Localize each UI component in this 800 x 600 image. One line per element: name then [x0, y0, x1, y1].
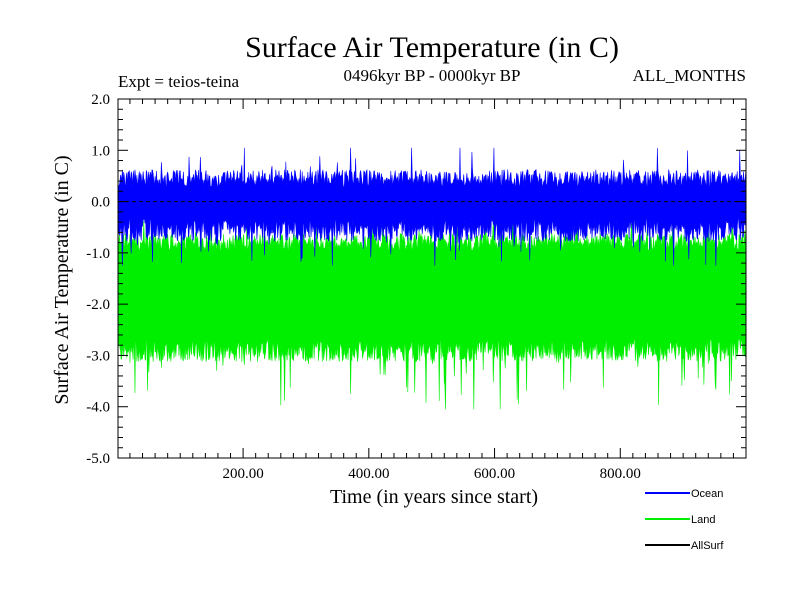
legend-label-allsurf: AllSurf — [691, 540, 724, 552]
y-tick-label: -2.0 — [86, 297, 110, 313]
legend-label-land: Land — [691, 514, 715, 526]
chart-subtitle: 0496kyr BP - 0000kyr BP — [344, 66, 521, 85]
y-tick-label: -3.0 — [86, 348, 110, 364]
ticks-layer: 2.0 1.0 0.0 -1.0 -2.0 -3.0 -4.0 -5.0 200.00 400.0… — [86, 92, 746, 482]
y-tick-label: 0.0 — [91, 195, 110, 211]
x-tick-label: 800.00 — [600, 466, 641, 482]
x-tick-label: 400.00 — [348, 466, 389, 482]
y-tick-label: 1.0 — [91, 143, 110, 159]
chart-title: Surface Air Temperature (in C) — [245, 31, 619, 64]
y-tick-label: 2.0 — [91, 92, 110, 108]
months-label: ALL_MONTHS — [633, 66, 746, 85]
x-axis-label: Time (in years since start) — [330, 486, 538, 508]
y-tick-label: -5.0 — [86, 451, 110, 467]
x-tick-label: 600.00 — [474, 466, 515, 482]
expt-label: Expt = teios-teina — [118, 72, 239, 91]
legend-label-ocean: Ocean — [691, 488, 723, 500]
series-layer — [117, 147, 747, 410]
legend-item-land: Land — [645, 514, 715, 526]
legend: Ocean Land AllSurf — [645, 488, 724, 552]
x-tick-label: 200.00 — [222, 466, 263, 482]
y-tick-label: -1.0 — [86, 246, 110, 262]
plot-area: 2.0 1.0 0.0 -1.0 -2.0 -3.0 -4.0 -5.0 200.00 400.0… — [86, 92, 747, 482]
series-land — [117, 219, 747, 410]
y-tick-label: -4.0 — [86, 400, 110, 416]
y-axis-label: Surface Air Temperature (in C) — [51, 155, 73, 404]
legend-item-allsurf: AllSurf — [645, 540, 724, 552]
legend-item-ocean: Ocean — [645, 488, 723, 500]
